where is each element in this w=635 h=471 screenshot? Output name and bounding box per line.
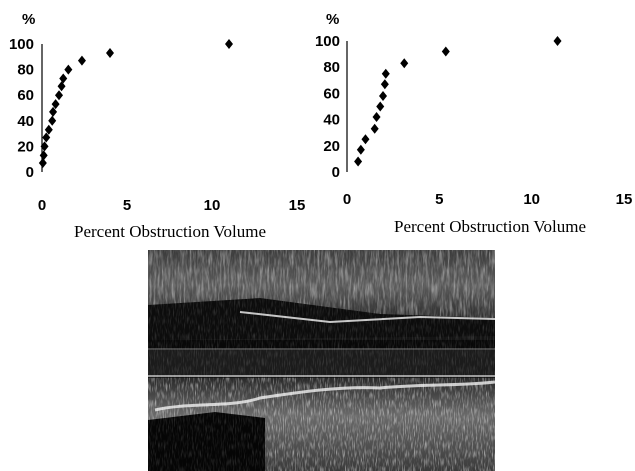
y-tick-label: 20 <box>17 138 34 155</box>
y-tick-label: 100 <box>9 36 34 53</box>
data-point <box>59 73 68 84</box>
data-point <box>354 156 363 167</box>
x-tick-label: 0 <box>343 191 351 208</box>
ultrasound-image <box>148 250 496 471</box>
data-point <box>77 55 86 66</box>
data-point <box>38 158 47 169</box>
scatter-chart-right: % 0 20 40 60 80 100 0 5 10 15 Percent Obstructio… <box>315 11 632 236</box>
y-tick-labels: 0 20 40 60 80 100 <box>9 36 34 181</box>
y-tick-label: 80 <box>17 62 34 79</box>
data-point <box>44 124 53 135</box>
data-point <box>370 123 379 134</box>
scatter-chart-left: % 0 20 40 60 80 100 0 5 10 15 Percent Obstructio… <box>9 11 305 241</box>
data-point <box>376 101 385 112</box>
y-tick-label: 0 <box>26 164 34 181</box>
x-tick-label: 10 <box>204 197 221 214</box>
y-tick-label: 40 <box>323 112 340 129</box>
x-tick-labels: 0 5 10 15 <box>343 191 633 208</box>
y-tick-label: 100 <box>315 33 340 50</box>
data-point <box>49 106 58 117</box>
data-point <box>48 115 57 126</box>
y-tick-label: 80 <box>323 59 340 76</box>
data-point <box>441 46 450 57</box>
x-tick-label: 10 <box>523 191 540 208</box>
x-axis-title: Percent Obstruction Volume <box>394 217 586 236</box>
y-tick-label: 40 <box>17 113 34 130</box>
y-axis-label: % <box>326 11 339 28</box>
x-tick-label: 15 <box>289 197 306 214</box>
x-tick-labels: 0 5 10 15 <box>38 197 306 214</box>
data-point <box>356 144 365 155</box>
data-point <box>379 91 388 102</box>
data-point <box>39 150 48 161</box>
data-points <box>38 39 233 169</box>
data-point <box>553 36 562 46</box>
x-tick-label: 5 <box>123 197 131 214</box>
y-tick-label: 60 <box>17 87 34 104</box>
x-tick-label: 0 <box>38 197 46 214</box>
data-point <box>225 39 233 49</box>
data-point <box>106 47 114 58</box>
data-point <box>400 58 409 69</box>
data-point <box>361 134 370 145</box>
data-point <box>380 79 389 90</box>
data-point <box>372 111 381 122</box>
data-point <box>381 68 390 79</box>
y-tick-labels: 0 20 40 60 80 100 <box>315 33 340 181</box>
data-point <box>64 64 73 75</box>
data-points <box>354 36 562 167</box>
y-tick-label: 20 <box>323 138 340 155</box>
data-point <box>40 141 49 152</box>
x-tick-label: 15 <box>616 191 633 208</box>
x-tick-label: 5 <box>435 191 443 208</box>
data-point <box>55 90 63 101</box>
y-axis-label: % <box>22 11 35 28</box>
y-tick-label: 60 <box>323 85 340 102</box>
data-point <box>42 132 51 143</box>
data-point <box>51 99 60 110</box>
x-axis-title: Percent Obstruction Volume <box>74 222 266 241</box>
y-tick-label: 0 <box>332 164 340 181</box>
data-point <box>57 81 66 92</box>
